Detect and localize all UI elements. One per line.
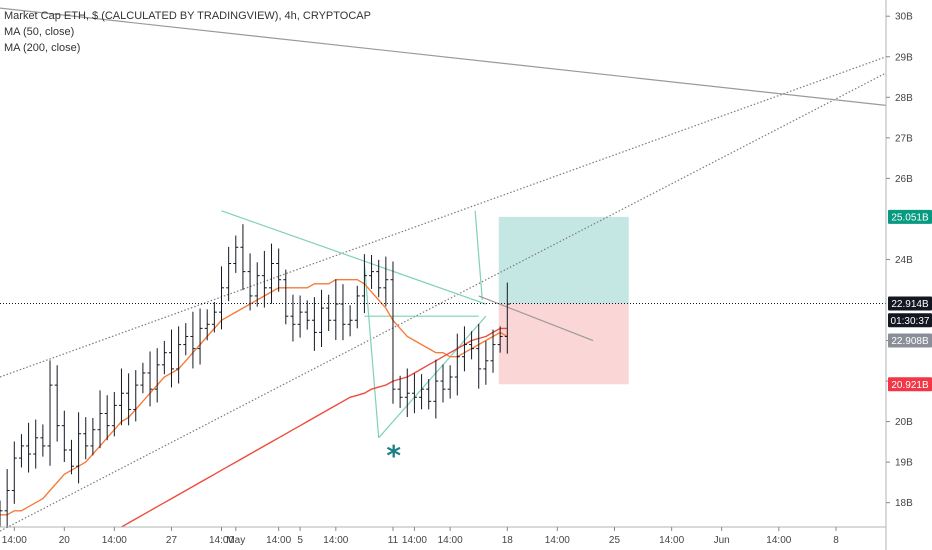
x-tick-label: 8 xyxy=(833,535,839,546)
y-tick-label: 20B xyxy=(895,417,913,428)
x-tick-label: 27 xyxy=(166,535,178,546)
y-tick-label: 18B xyxy=(895,498,913,509)
x-tick-label: 14:00 xyxy=(266,535,291,546)
upper-channel-line xyxy=(0,56,887,378)
x-tick-label: 14:00 xyxy=(659,535,684,546)
x-tick-label: 14:00 xyxy=(402,535,427,546)
chart-legend: Market Cap ETH, $ (CALCULATED BY TRADING… xyxy=(4,8,371,56)
wedge-top-line xyxy=(221,210,487,305)
ma200-line xyxy=(121,327,508,528)
stop-zone xyxy=(498,303,629,385)
price-tag xyxy=(888,333,932,348)
y-tick-label: 26B xyxy=(895,174,913,185)
x-tick-label: 18 xyxy=(502,535,514,546)
x-tick-label: 5 xyxy=(297,535,303,546)
price-tag xyxy=(888,296,932,311)
asterisk-annotation: * xyxy=(386,438,402,472)
x-tick-label: 25 xyxy=(609,535,621,546)
ma50-line xyxy=(0,279,508,516)
price-tag xyxy=(888,377,932,392)
y-tick-label: 30B xyxy=(895,12,913,23)
y-tick-label: 27B xyxy=(895,133,913,144)
price-tag-label: 20.921B xyxy=(891,380,929,391)
y-tick-label: 28B xyxy=(895,93,913,104)
price-tag-label: 25.051B xyxy=(891,212,929,223)
x-tick-label: 14:00 xyxy=(438,535,463,546)
wedge-bottom-line xyxy=(378,315,487,439)
x-tick-label: 11 xyxy=(388,535,399,546)
x-tick-label: Jun xyxy=(714,535,730,546)
x-tick-label: 14:00 xyxy=(545,535,570,546)
y-tick-label: 19B xyxy=(895,458,913,469)
descending-resistance-line xyxy=(0,7,887,106)
projection-line xyxy=(478,295,594,342)
price-tag xyxy=(888,313,932,328)
y-tick-label: 29B xyxy=(895,52,913,63)
legend-ma200: MA (200, close) xyxy=(4,42,81,54)
target-zone xyxy=(498,216,629,304)
x-tick-label: 14:00 xyxy=(209,535,234,546)
x-tick-label: 14:00 xyxy=(2,535,27,546)
price-tag-label: 22.914B xyxy=(891,299,929,310)
price-tag-label: 22.908B xyxy=(891,336,929,347)
x-tick-label: 20 xyxy=(59,535,71,546)
x-tick-label: 14:00 xyxy=(323,535,348,546)
breakout-spike-line xyxy=(474,210,483,301)
legend-title: Market Cap ETH, $ (CALCULATED BY TRADING… xyxy=(4,10,371,22)
wedge-left-line xyxy=(363,263,380,438)
price-tag-label: 01:30:37 xyxy=(891,316,930,327)
x-tick-label: 14:00 xyxy=(102,535,127,546)
x-tick-label: May xyxy=(226,535,245,546)
x-tick-label: 14:00 xyxy=(766,535,791,546)
price-tag xyxy=(888,209,932,224)
y-tick-label: 24B xyxy=(895,255,913,266)
legend-ma50: MA (50, close) xyxy=(4,26,75,38)
